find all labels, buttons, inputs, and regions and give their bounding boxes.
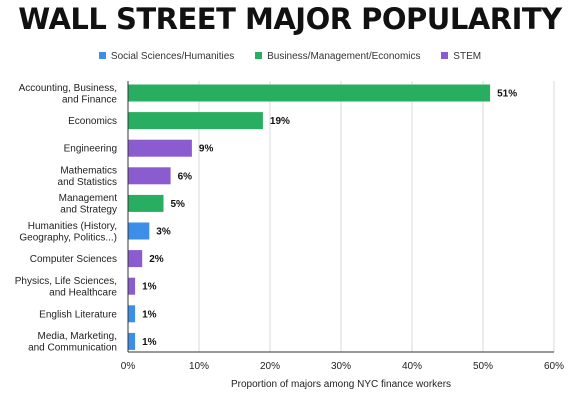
x-tick-label: 40% (402, 361, 422, 372)
bar (128, 167, 171, 185)
bar (128, 194, 164, 212)
legend-swatch-social-sciences (98, 52, 106, 59)
legend-item-stem: STEM (441, 51, 481, 62)
legend-label-stem: STEM (453, 51, 482, 62)
category-label: Humanities (History, Geography, Politics.… (19, 221, 117, 244)
category-label: English Literature (39, 309, 117, 320)
chart-title: WALL STREET MAJOR POPULARITY (18, 2, 562, 36)
legend-swatch-stem (441, 52, 449, 59)
value-label: 1% (142, 309, 157, 320)
legend-label-social-sciences: Social Sciences/Humanities (110, 51, 235, 62)
value-label: 9% (199, 144, 214, 155)
category-label: Physics, Life Sciences, and Healthcare (15, 276, 118, 299)
category-label: Mathematics and Statistics (58, 166, 117, 189)
value-label: 6% (178, 171, 193, 182)
bar (128, 305, 136, 323)
x-tick-label: 10% (189, 361, 209, 372)
bar (128, 139, 192, 157)
x-axis-title: Proportion of majors among NYC finance w… (231, 379, 451, 390)
legend: Social Sciences/Humanities Business/Mana… (0, 51, 580, 62)
value-label: 3% (156, 227, 171, 238)
value-label: 1% (142, 337, 157, 348)
x-tick-label: 20% (260, 361, 280, 372)
bar (128, 277, 136, 295)
x-tick-label: 60% (544, 361, 564, 372)
category-label: Economics (68, 116, 117, 127)
value-label: 2% (149, 254, 164, 265)
x-tick-label: 0% (121, 361, 136, 372)
value-label: 5% (171, 199, 186, 210)
legend-item-business: Business/Management/Economics (255, 51, 421, 62)
x-tick-label: 30% (331, 361, 351, 372)
category-label: Engineering (64, 144, 117, 155)
legend-swatch-business (255, 52, 263, 59)
bar (128, 84, 491, 102)
category-label: Accounting, Business, and Finance (19, 83, 118, 106)
category-label: Media, Marketing, and Communication (28, 331, 117, 354)
bar (128, 222, 150, 240)
bar (128, 112, 263, 130)
legend-item-social-sciences: Social Sciences/Humanities (98, 51, 235, 62)
bar (128, 250, 143, 268)
category-label: Management and Strategy (59, 193, 118, 216)
bar (128, 332, 136, 350)
legend-label-business: Business/Management/Economics (267, 51, 421, 62)
value-label: 1% (142, 282, 157, 293)
value-label: 51% (497, 89, 517, 100)
value-label: 19% (270, 116, 290, 127)
x-tick-label: 50% (473, 361, 493, 372)
category-label: Computer Sciences (30, 254, 117, 265)
